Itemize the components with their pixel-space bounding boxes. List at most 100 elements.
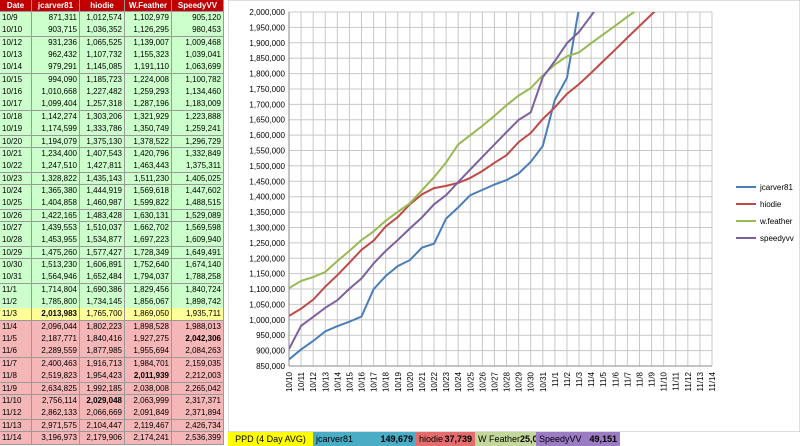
value-cell: 2,084,263 bbox=[172, 345, 224, 359]
x-tick-label: 11/12 bbox=[684, 371, 693, 391]
y-tick-label: 1,400,000 bbox=[249, 193, 285, 202]
date-cell: 10/9 bbox=[0, 12, 32, 25]
legend-label: jcarver81 bbox=[759, 183, 793, 192]
date-cell: 10/23 bbox=[0, 172, 32, 186]
value-cell: 1,840,724 bbox=[172, 283, 224, 297]
value-cell: 1,134,460 bbox=[172, 86, 224, 99]
chart: 850,000 900,000 950,000 1,000,000 1,050,000 1… bbox=[228, 0, 800, 432]
value-cell: 1,435,143 bbox=[80, 172, 125, 186]
date-cell: 11/4 bbox=[0, 320, 32, 334]
header-cell: jcarver81 bbox=[32, 0, 80, 12]
legend-label: hiodie bbox=[760, 200, 782, 209]
x-tick-label: 10/14 bbox=[333, 371, 342, 392]
x-tick-label: 10/21 bbox=[418, 371, 427, 392]
date-cell: 10/31 bbox=[0, 271, 32, 285]
date-cell: 11/3 bbox=[0, 308, 32, 322]
value-cell: 1,690,386 bbox=[80, 283, 125, 297]
value-cell: 1,247,510 bbox=[32, 160, 80, 174]
summary-item: W Feather 25,004 bbox=[475, 432, 548, 446]
value-cell: 1,529,089 bbox=[172, 209, 224, 223]
date-cell: 10/21 bbox=[0, 147, 32, 161]
value-cell: 1,447,602 bbox=[172, 184, 224, 198]
value-cell: 1,194,079 bbox=[32, 135, 80, 149]
x-tick-label: 10/29 bbox=[515, 371, 524, 392]
value-cell: 1,935,711 bbox=[172, 308, 224, 322]
date-cell: 10/24 bbox=[0, 184, 32, 198]
value-cell: 1,234,400 bbox=[32, 147, 80, 161]
value-cell: 1,927,275 bbox=[125, 333, 172, 346]
value-cell: 1,145,085 bbox=[80, 61, 125, 75]
y-tick-label: 1,750,000 bbox=[249, 85, 285, 94]
x-tick-label: 10/17 bbox=[370, 371, 379, 392]
value-cell: 1,185,723 bbox=[80, 73, 125, 87]
value-cell: 1,439,553 bbox=[32, 221, 80, 235]
x-tick-label: 11/13 bbox=[696, 371, 705, 391]
value-cell: 1,460,987 bbox=[80, 197, 125, 211]
x-tick-label: 10/30 bbox=[527, 371, 536, 392]
y-tick-label: 1,350,000 bbox=[249, 208, 285, 217]
value-cell: 2,096,044 bbox=[32, 320, 80, 334]
series-line bbox=[289, 12, 580, 361]
x-tick-label: 10/22 bbox=[430, 371, 439, 392]
summary-name: SpeedyVV bbox=[539, 434, 582, 444]
x-tick-label: 11/10 bbox=[660, 371, 669, 391]
date-cell: 10/29 bbox=[0, 246, 32, 260]
value-cell: 1,569,598 bbox=[172, 221, 224, 235]
y-tick-label: 1,100,000 bbox=[249, 285, 285, 294]
value-cell: 2,013,983 bbox=[32, 308, 80, 322]
value-cell: 994,090 bbox=[32, 73, 80, 87]
date-cell: 10/30 bbox=[0, 259, 32, 272]
legend-label: speedyvv bbox=[760, 234, 794, 243]
value-cell: 1,856,067 bbox=[125, 296, 172, 309]
value-cell: 1,794,037 bbox=[125, 271, 172, 285]
x-tick-label: 10/11 bbox=[297, 371, 306, 391]
y-tick-label: 1,500,000 bbox=[249, 162, 285, 171]
y-tick-label: 1,600,000 bbox=[249, 131, 285, 140]
x-tick-label: 11/1 bbox=[551, 371, 560, 387]
value-cell: 2,029,048 bbox=[80, 394, 125, 408]
y-tick-label: 1,300,000 bbox=[249, 223, 285, 232]
date-cell: 11/5 bbox=[0, 333, 32, 346]
value-cell: 1,954,423 bbox=[80, 370, 125, 383]
date-cell: 10/25 bbox=[0, 197, 32, 211]
header-cell: SpeedyVV bbox=[172, 0, 224, 12]
date-cell: 11/6 bbox=[0, 345, 32, 359]
x-tick-label: 11/11 bbox=[672, 371, 681, 390]
value-cell: 905,120 bbox=[172, 12, 224, 25]
value-cell: 979,291 bbox=[32, 61, 80, 75]
value-cell: 1,569,618 bbox=[125, 184, 172, 198]
value-cell: 1,463,443 bbox=[125, 160, 172, 174]
x-tick-label: 10/25 bbox=[466, 371, 475, 392]
value-cell: 1,422,165 bbox=[32, 209, 80, 223]
x-tick-label: 10/13 bbox=[321, 371, 330, 392]
value-cell: 1,992,185 bbox=[80, 382, 125, 396]
value-cell: 931,236 bbox=[32, 36, 80, 50]
y-tick-label: 1,000,000 bbox=[249, 316, 285, 325]
value-cell: 1,065,525 bbox=[80, 36, 125, 50]
summary-value: 149,679 bbox=[380, 434, 413, 444]
summary-label: PPD (4 Day AVG) bbox=[228, 432, 313, 446]
value-cell: 2,011,939 bbox=[125, 370, 172, 383]
value-cell: 1,577,427 bbox=[80, 246, 125, 260]
x-tick-label: 10/31 bbox=[539, 371, 548, 392]
value-cell: 1,102,979 bbox=[125, 12, 172, 25]
legend-label: w.feather bbox=[759, 217, 793, 226]
value-cell: 1,728,349 bbox=[125, 246, 172, 260]
value-cell: 1,734,145 bbox=[80, 296, 125, 309]
y-tick-label: 1,950,000 bbox=[249, 23, 285, 32]
y-tick-label: 950,000 bbox=[256, 331, 285, 340]
x-tick-label: 10/16 bbox=[358, 371, 367, 392]
value-cell: 2,317,371 bbox=[172, 394, 224, 408]
y-tick-label: 2,000,000 bbox=[249, 8, 285, 17]
value-cell: 2,042,306 bbox=[172, 333, 224, 346]
date-cell: 11/8 bbox=[0, 370, 32, 383]
summary-value: 49,151 bbox=[589, 434, 617, 444]
value-cell: 2,862,133 bbox=[32, 407, 80, 421]
value-cell: 1,142,274 bbox=[32, 110, 80, 124]
value-cell: 1,224,008 bbox=[125, 73, 172, 87]
value-cell: 2,212,003 bbox=[172, 370, 224, 383]
value-cell: 2,756,114 bbox=[32, 394, 80, 408]
value-cell: 1,100,782 bbox=[172, 73, 224, 87]
y-tick-label: 1,850,000 bbox=[249, 54, 285, 63]
x-tick-label: 10/15 bbox=[345, 371, 354, 392]
